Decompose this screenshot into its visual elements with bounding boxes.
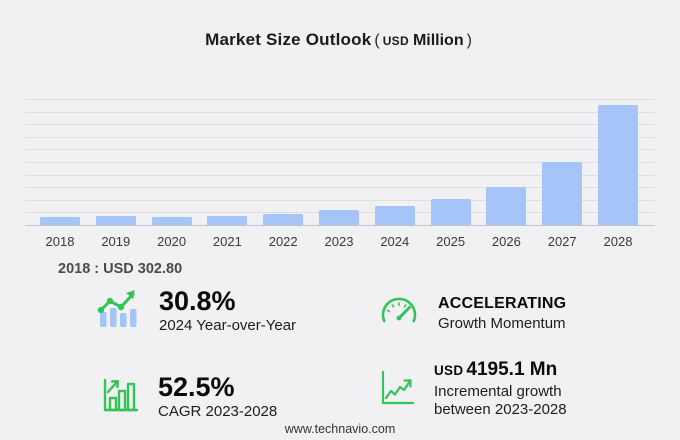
title-main: Market Size Outlook	[205, 30, 372, 49]
gridline	[25, 111, 655, 113]
growth-bars-icon	[100, 375, 140, 420]
bar-2024	[374, 205, 415, 225]
gridline	[25, 136, 655, 138]
stat-yoy-label: 2024 Year-over-Year	[159, 317, 297, 335]
bar-chart-trend-icon	[95, 288, 141, 335]
stat-incremental-amount: 4195.1 Mn	[466, 359, 558, 380]
bar-2018	[40, 217, 80, 225]
title-paren-close: )	[466, 32, 472, 49]
stat-incremental-currency: USD	[434, 363, 464, 378]
gridline	[25, 99, 655, 100]
stat-incremental-label-line2: between 2023-2028	[434, 401, 567, 419]
page-title: Market Size Outlook ( USD Million )	[0, 30, 680, 50]
title-paren-open: (	[374, 32, 380, 49]
title-unit: Million	[412, 32, 464, 49]
stat-momentum-value: ACCELERATING	[438, 294, 567, 312]
x-tick-label-2027: 2027	[547, 234, 577, 249]
gridline	[25, 149, 655, 151]
x-tick-label-2018: 2018	[45, 234, 75, 249]
bar-2026	[486, 186, 527, 225]
speedometer-icon	[378, 292, 420, 335]
x-tick-label-2028: 2028	[603, 234, 633, 249]
bar-2023	[319, 210, 359, 225]
stat-incremental-growth: USD 4195.1 Mn Incremental growth between …	[378, 359, 567, 419]
x-tick-label-2019: 2019	[101, 234, 131, 249]
footer-link[interactable]: www.technavio.com	[284, 422, 396, 436]
x-tick-label-2025: 2025	[436, 234, 466, 249]
stat-cagr-value: 52.5%	[158, 372, 235, 402]
stat-incremental-value: USD 4195.1 Mn	[434, 359, 567, 381]
x-tick-label-2021: 2021	[212, 234, 242, 249]
footer: www.technavio.com	[0, 420, 680, 438]
bar-2028	[598, 104, 638, 225]
stat-cagr-label: CAGR 2023-2028	[158, 403, 278, 421]
title-currency: USD	[382, 34, 409, 48]
stat-yoy-growth: 30.8% 2024 Year-over-Year	[95, 287, 296, 336]
bar-2019	[95, 216, 136, 225]
bar-2025	[430, 199, 471, 225]
gridline	[25, 187, 655, 189]
gridline	[25, 124, 655, 126]
x-tick-label-2023: 2023	[324, 234, 354, 249]
bar-2022	[263, 213, 304, 225]
gridline	[25, 199, 655, 201]
base-year-annotation: 2018 : USD 302.80	[58, 261, 183, 277]
bar-2020	[151, 216, 192, 225]
bar-chart-plot-area: 2018 2019 2020 2021 2022 2023 2024 2025 2026 2027…	[25, 99, 655, 249]
stat-yoy-value: 30.8%	[159, 286, 236, 316]
x-tick-label-2022: 2022	[268, 234, 298, 249]
stat-incremental-label-line1: Incremental growth	[434, 382, 562, 400]
bar-2027	[542, 161, 583, 225]
x-axis-line	[25, 225, 655, 226]
stat-cagr: 52.5% CAGR 2023-2028	[100, 373, 277, 422]
bar-2021	[207, 215, 248, 225]
x-tick-label-2026: 2026	[491, 234, 521, 249]
stat-momentum-label: Growth Momentum	[438, 314, 566, 332]
gridline	[25, 174, 655, 176]
stat-growth-momentum: ACCELERATING Growth Momentum	[378, 292, 566, 335]
line-chart-icon	[378, 366, 416, 413]
x-tick-label-2020: 2020	[157, 234, 187, 249]
gridline	[25, 162, 655, 163]
x-tick-label-2024: 2024	[380, 234, 410, 249]
